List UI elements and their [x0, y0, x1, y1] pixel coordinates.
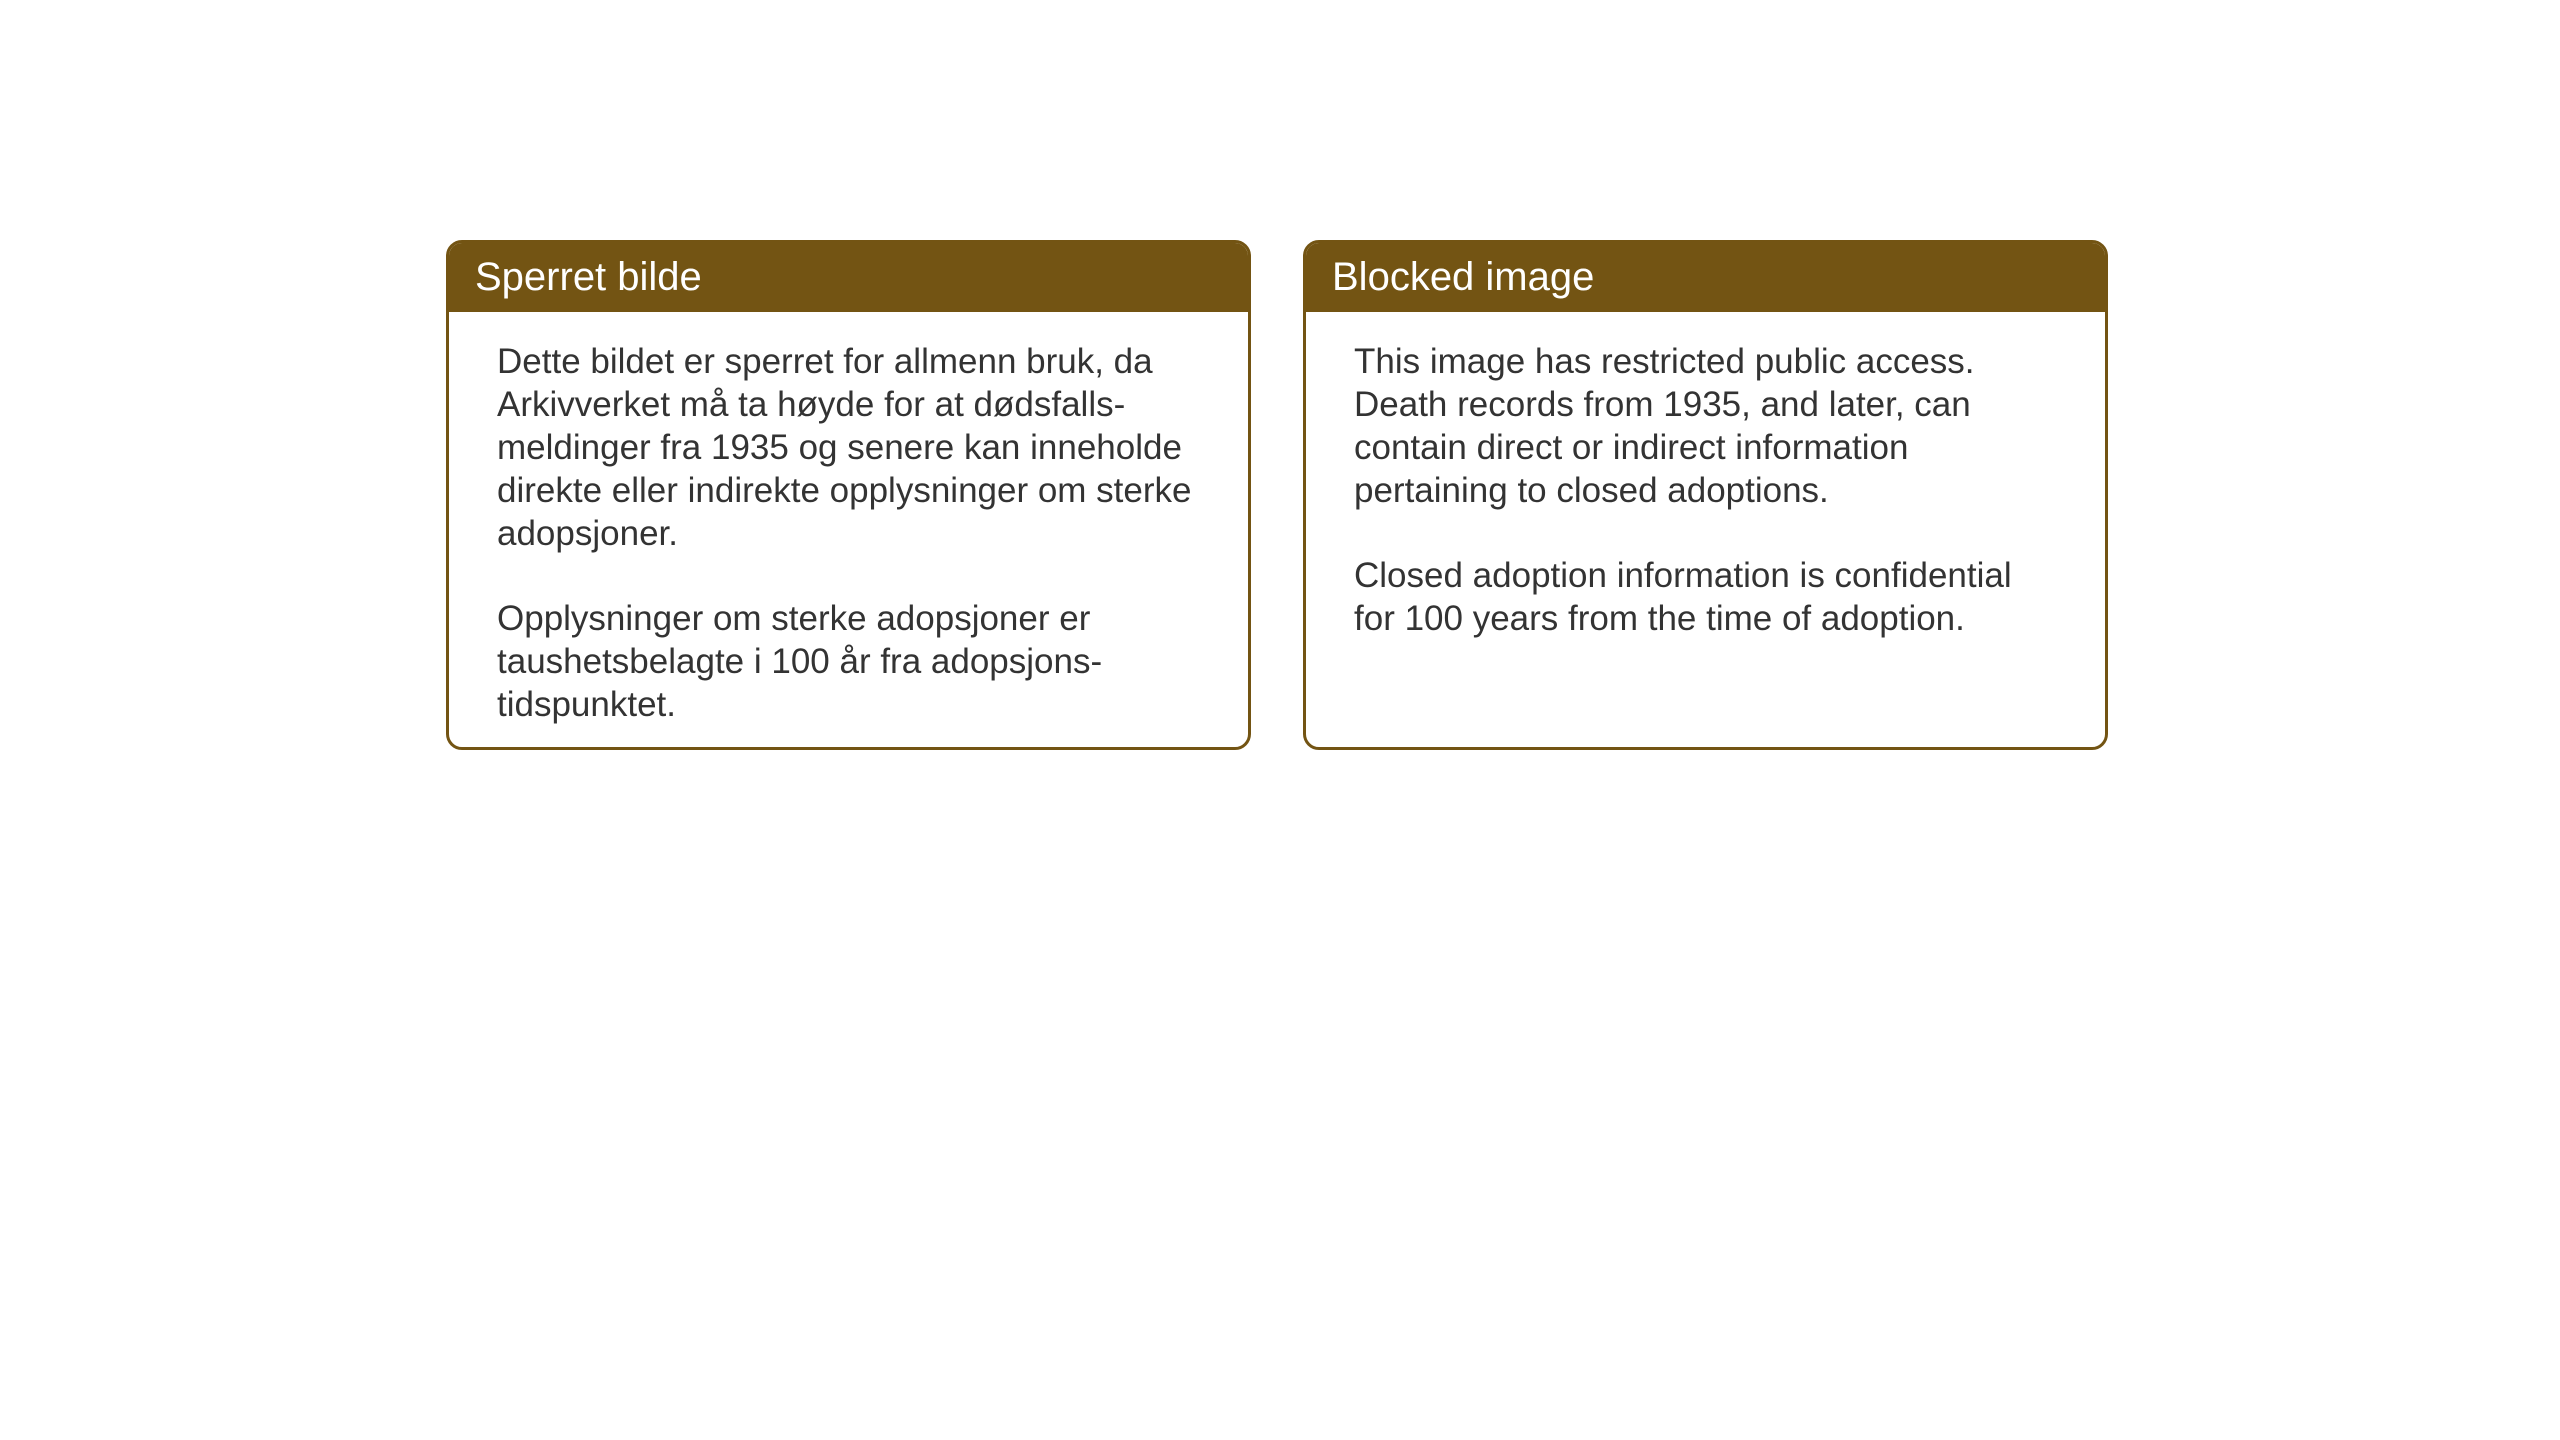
- english-paragraph-1: This image has restricted public access.…: [1354, 340, 2057, 512]
- norwegian-notice-card: Sperret bilde Dette bildet er sperret fo…: [446, 240, 1251, 750]
- english-card-title: Blocked image: [1306, 243, 2105, 312]
- english-paragraph-2: Closed adoption information is confident…: [1354, 554, 2057, 640]
- norwegian-card-title: Sperret bilde: [449, 243, 1248, 312]
- norwegian-paragraph-2: Opplysninger om sterke adopsjoner er tau…: [497, 597, 1200, 726]
- english-card-body: This image has restricted public access.…: [1306, 312, 2105, 676]
- norwegian-paragraph-1: Dette bildet er sperret for allmenn bruk…: [497, 340, 1200, 555]
- norwegian-card-body: Dette bildet er sperret for allmenn bruk…: [449, 312, 1248, 750]
- notice-container: Sperret bilde Dette bildet er sperret fo…: [446, 240, 2108, 750]
- english-notice-card: Blocked image This image has restricted …: [1303, 240, 2108, 750]
